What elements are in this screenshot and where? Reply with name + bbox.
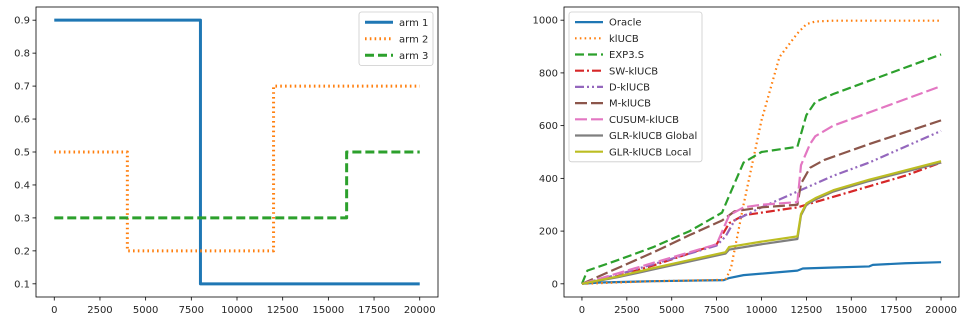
legend-label: GLR-klUCB Local — [609, 147, 691, 158]
legend: arm 1 arm 2 arm 3 — [358, 11, 434, 66]
y-tick-label: 800 — [539, 68, 558, 79]
x-tick-label: 15000 — [312, 305, 344, 316]
legend-label: arm 2 — [399, 34, 428, 45]
x-tick-label: 2500 — [87, 305, 112, 316]
series-line-exp3-s — [580, 53, 942, 285]
y-tick-label: 0.9 — [14, 16, 30, 27]
x-tick-label: 20000 — [404, 305, 436, 316]
legend-label: arm 3 — [399, 51, 428, 62]
legend-label: SW-klUCB — [609, 66, 658, 77]
legend-label: Oracle — [609, 18, 642, 29]
legend-label: GLR-klUCB Global — [609, 131, 697, 142]
x-tick-label: 2500 — [614, 305, 639, 316]
y-tick-label: 200 — [539, 227, 558, 238]
x-tick-label: 20000 — [925, 305, 957, 316]
series-line-sw-klucb — [581, 161, 942, 285]
x-tick-label: 10000 — [221, 305, 253, 316]
legend-label: D-klUCB — [609, 83, 650, 94]
x-tick-label: 10000 — [746, 305, 778, 316]
x-tick-label: 12500 — [267, 305, 299, 316]
x-tick-label: 0 — [51, 305, 57, 316]
x-tick-label: 0 — [579, 305, 585, 316]
chart-1: 0 2500 5000 7500 10000 12500 15000 17500 20000 0.… — [14, 6, 439, 316]
y-tick-label: 600 — [539, 121, 558, 132]
y-tick-label: 0.7 — [14, 82, 30, 93]
y-tick-label: 400 — [539, 174, 558, 185]
legend-label: EXP3.S — [609, 50, 644, 61]
y-tick-label: 0.3 — [14, 213, 30, 224]
series-line-glr-klucb-local — [581, 160, 942, 285]
y-tick-label: 0 — [552, 279, 558, 290]
legend-label: arm 1 — [399, 18, 428, 29]
legend-box — [358, 11, 434, 66]
legend: Oracle klUCB EXP3.S SW-klUCB D-klUCB M-klUCB C… — [568, 11, 703, 163]
x-tick-label: 7500 — [179, 305, 204, 316]
y-tick-label: 0.6 — [14, 115, 30, 126]
x-tick-label: 5000 — [659, 305, 684, 316]
legend-label: M-klUCB — [609, 99, 651, 110]
series-group — [54, 18, 420, 286]
series-line-oracle — [581, 261, 942, 285]
y-tick-label: 0.2 — [14, 246, 30, 257]
series-line-glr-klucb-global — [581, 161, 942, 285]
x-tick-label: 12500 — [790, 305, 822, 316]
x-tick-label: 5000 — [133, 305, 158, 316]
x-tick-label: 15000 — [835, 305, 867, 316]
series-group — [580, 19, 942, 285]
series-line-cusum-klucb — [581, 85, 942, 285]
series-line-arm-2 — [54, 84, 420, 253]
chart-2: 0 2500 5000 7500 10000 12500 15000 17500 20000 0 2… — [533, 6, 960, 316]
legend-label: klUCB — [609, 34, 639, 45]
x-tick-label: 17500 — [358, 305, 390, 316]
series-line-arm-3 — [54, 150, 420, 220]
y-tick-label: 0.1 — [14, 279, 30, 290]
series-line-arm-1 — [54, 18, 420, 286]
series-line-m-klucb — [581, 119, 942, 285]
legend-label: CUSUM-klUCB — [609, 115, 679, 126]
x-tick-label: 7500 — [704, 305, 729, 316]
x-tick-label: 17500 — [880, 305, 912, 316]
y-tick-label: 1000 — [533, 16, 558, 27]
y-tick-label: 0.4 — [14, 180, 30, 191]
y-tick-label: 0.8 — [14, 49, 30, 60]
legend-box — [568, 11, 703, 163]
y-tick-label: 0.5 — [14, 148, 30, 159]
